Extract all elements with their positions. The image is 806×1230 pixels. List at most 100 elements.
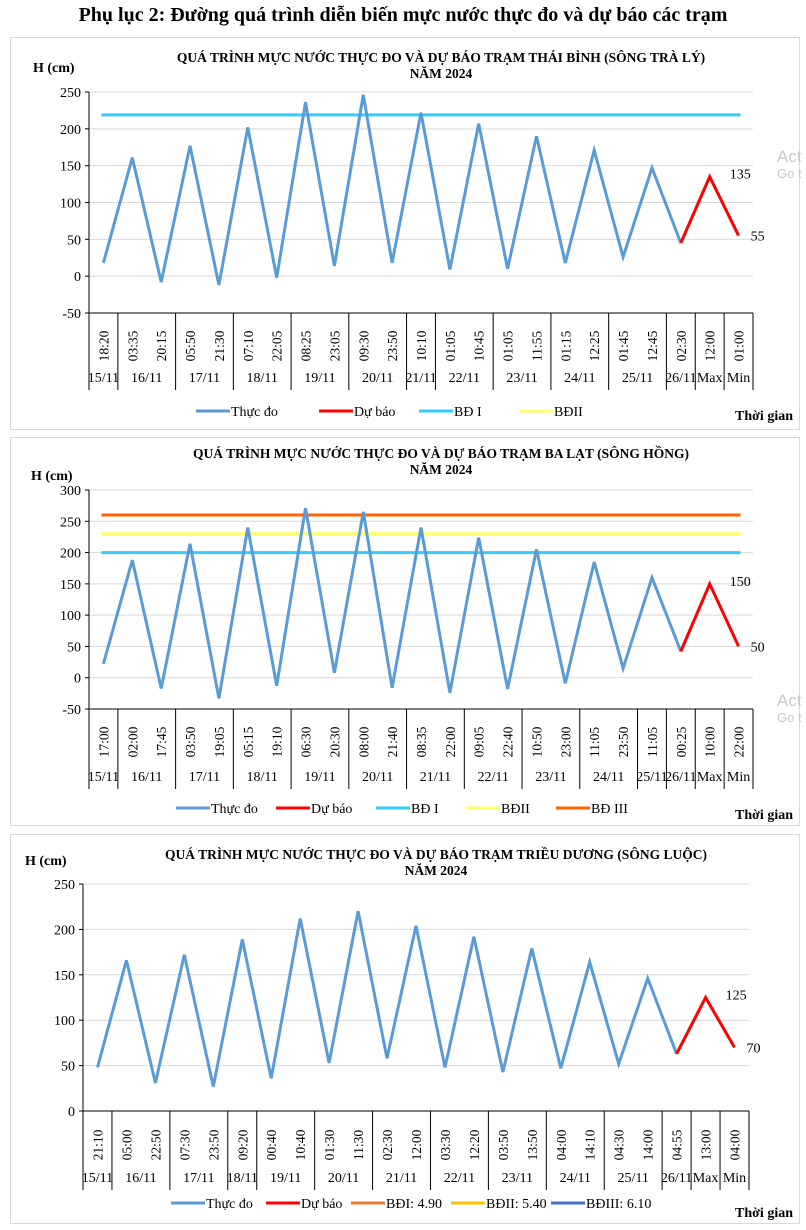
observed-line: [96, 910, 679, 1087]
data-label: 135: [730, 168, 751, 183]
x-tick-time-label: 21:40: [385, 726, 400, 757]
x-tick-time-label: 13:00: [699, 1129, 714, 1160]
x-tick-date-label: 21/11: [420, 770, 451, 785]
x-tick-date-label: Max: [693, 1171, 719, 1186]
x-tick-time-label: 22:05: [270, 330, 285, 361]
y-tick-label: 250: [60, 86, 81, 101]
x-tick-date-label: 15/11: [88, 770, 119, 785]
y-axis-label: H (cm): [33, 61, 75, 76]
y-tick-label: 150: [60, 160, 81, 175]
x-tick-time-label: 04:00: [728, 1129, 743, 1160]
forecast-line: [675, 994, 736, 1055]
legend-label: Thực đo: [231, 405, 278, 420]
x-tick-time-label: 20:30: [327, 726, 342, 757]
x-tick-time-label: 12:20: [467, 1129, 482, 1160]
x-tick-time-label: 22:00: [732, 726, 747, 757]
x-tick-time-label: 11:05: [587, 727, 602, 757]
legend-label: BĐIII: 6.10: [586, 1197, 651, 1212]
x-tick-time-label: 02:30: [380, 1129, 395, 1160]
x-axis-label: Thời gian: [735, 808, 793, 823]
x-tick-date-label: 18/11: [247, 371, 278, 386]
legend-label: Dự báo: [311, 802, 352, 817]
x-tick-time-label: 04:00: [554, 1129, 569, 1160]
y-tick-label: -50: [62, 307, 81, 322]
x-tick-time-label: 18:20: [96, 330, 111, 361]
y-tick-label: 200: [60, 123, 81, 138]
x-tick-time-label: 01:45: [616, 330, 631, 361]
x-tick-time-label: 12:25: [587, 330, 602, 361]
x-tick-time-label: 10:10: [414, 330, 429, 361]
x-tick-time-label: 23:00: [558, 726, 573, 757]
page-title: Phụ lục 2: Đường quá trình diễn biến mực…: [78, 4, 728, 26]
x-tick-time-label: 01:05: [501, 330, 516, 361]
x-tick-time-label: 22:40: [501, 726, 516, 757]
x-tick-time-label: 10:00: [703, 726, 718, 757]
y-tick-label: 150: [54, 969, 75, 984]
y-tick-label: 50: [67, 640, 81, 655]
legend-label: BĐ I: [411, 802, 439, 817]
watermark-line1: Act: [777, 147, 802, 166]
x-tick-time-label: 13:50: [525, 1129, 540, 1160]
x-tick-time-label: 09:05: [472, 726, 487, 757]
y-tick-label: 250: [54, 878, 75, 893]
y-tick-label: 100: [60, 197, 81, 212]
x-tick-time-label: 12:00: [409, 1129, 424, 1160]
x-tick-date-label: 25/11: [622, 371, 653, 386]
data-label: 50: [751, 640, 765, 655]
y-axis-label: H (cm): [31, 469, 73, 484]
chart-thai-binh: QUÁ TRÌNH MỰC NƯỚC THỰC ĐO VÀ DỰ BÁO TRẠ…: [33, 50, 793, 424]
x-tick-date-label: Min: [727, 770, 750, 785]
x-tick-time-label: 21:30: [212, 330, 227, 361]
x-tick-date-label: 23/11: [535, 770, 566, 785]
chart-panel-thai-binh: QUÁ TRÌNH MỰC NƯỚC THỰC ĐO VÀ DỰ BÁO TRẠ…: [10, 37, 800, 430]
watermark-line2-2: Go t: [777, 710, 802, 725]
chart-subtitle: NĂM 2024: [410, 462, 473, 477]
x-tick-time-label: 23:50: [616, 726, 631, 757]
x-tick-time-label: 06:30: [299, 726, 314, 757]
x-tick-date-label: 19/11: [304, 371, 335, 386]
x-tick-time-label: 07:30: [177, 1129, 192, 1160]
x-tick-time-label: 21:10: [90, 1129, 105, 1160]
observed-line: [101, 507, 683, 699]
x-tick-date-label: 20/11: [328, 1171, 359, 1186]
x-tick-time-label: 10:45: [472, 330, 487, 361]
data-label: 125: [726, 989, 747, 1004]
x-tick-time-label: 23:50: [206, 1129, 221, 1160]
x-tick-time-label: 11:05: [645, 727, 660, 757]
watermark-line2: Go t: [777, 166, 802, 181]
y-tick-label: 50: [67, 233, 81, 248]
data-label: 55: [751, 230, 765, 245]
x-tick-time-label: 07:10: [241, 330, 256, 361]
legend-label: BĐI: 4.90: [386, 1197, 442, 1212]
observed-line: [101, 94, 683, 286]
x-tick-date-label: 16/11: [125, 1171, 156, 1186]
chart-panel-ba-lat: QUÁ TRÌNH MỰC NƯỚC THỰC ĐO VÀ DỰ BÁO TRẠ…: [10, 437, 800, 826]
x-tick-date-label: 17/11: [189, 371, 220, 386]
x-tick-date-label: 15/11: [88, 371, 119, 386]
x-tick-date-label: 23/11: [502, 1171, 533, 1186]
x-tick-time-label: 20:15: [154, 330, 169, 361]
activation-watermark: Act Go t: [777, 148, 802, 182]
x-tick-time-label: 10:50: [529, 726, 544, 757]
x-tick-time-label: 01:00: [732, 330, 747, 361]
y-axis-label: H (cm): [25, 854, 67, 869]
y-tick-label: 150: [60, 578, 81, 593]
x-tick-date-label: 21/11: [405, 371, 436, 386]
x-tick-time-label: 00:40: [264, 1129, 279, 1160]
x-tick-time-label: 23:05: [327, 330, 342, 361]
x-tick-date-label: 25/11: [636, 770, 667, 785]
legend-label: BĐII: [554, 405, 583, 420]
legend-label: Dự báo: [301, 1197, 342, 1212]
y-tick-label: 200: [60, 547, 81, 562]
y-tick-label: 0: [68, 1105, 75, 1120]
y-tick-label: 200: [54, 923, 75, 938]
x-tick-time-label: 09:20: [235, 1129, 250, 1160]
forecast-line: [679, 580, 740, 652]
x-tick-date-label: 20/11: [362, 770, 393, 785]
x-tick-time-label: 14:10: [583, 1129, 598, 1160]
x-tick-time-label: 12:00: [703, 330, 718, 361]
x-tick-time-label: 17:00: [96, 726, 111, 757]
x-tick-date-label: 26/11: [661, 1171, 692, 1186]
data-label: 150: [730, 575, 751, 590]
x-axis-label: Thời gian: [735, 1206, 793, 1221]
